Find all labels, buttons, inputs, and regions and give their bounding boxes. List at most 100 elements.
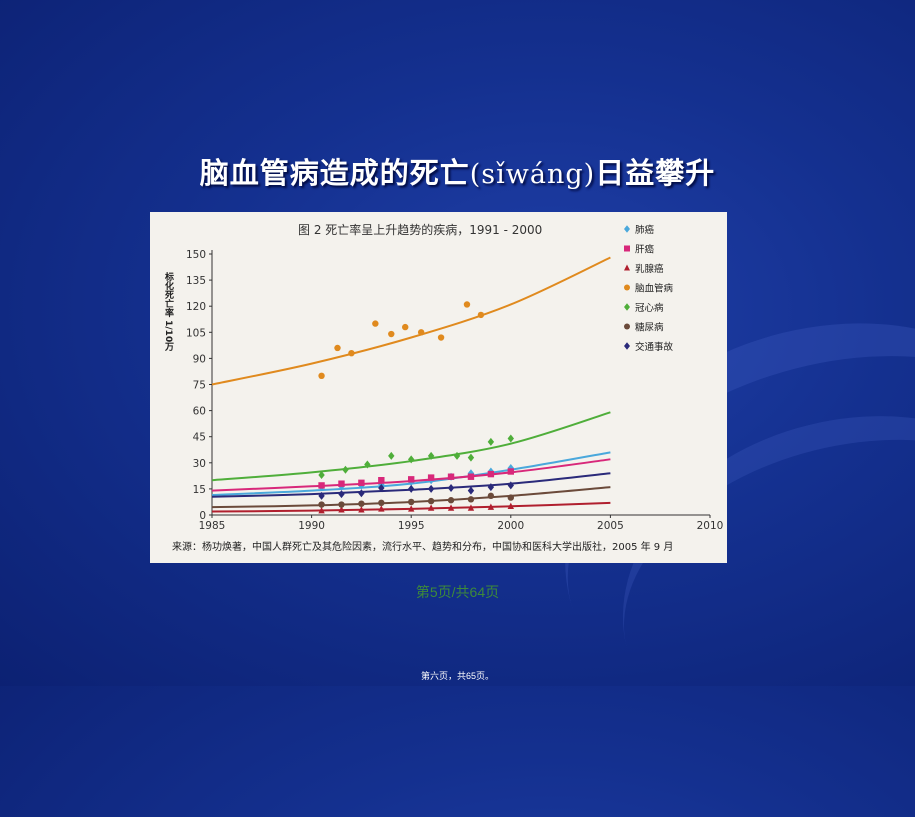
data-point-series-6 xyxy=(447,484,455,493)
x-tick-label: 2000 xyxy=(497,520,524,532)
data-point-series-5 xyxy=(408,498,415,506)
data-point-series-5 xyxy=(447,497,455,504)
data-point-series-3 xyxy=(402,323,409,331)
data-point-series-5 xyxy=(318,501,325,508)
data-point-series-1 xyxy=(318,482,325,489)
legend-label-0: 肺癌 xyxy=(635,224,655,236)
y-tick-label: 75 xyxy=(193,380,206,392)
legend-marker-5 xyxy=(624,323,630,330)
data-point-series-1 xyxy=(507,468,514,475)
data-point-series-6 xyxy=(318,491,325,500)
legend-label-3: 脑血管病 xyxy=(635,283,674,295)
legend-marker-0 xyxy=(624,225,630,233)
data-point-series-2 xyxy=(378,505,385,512)
title-main: 脑血管病造成的死亡 xyxy=(199,156,470,190)
data-point-series-2 xyxy=(427,504,435,511)
legend-label-4: 冠心病 xyxy=(635,302,664,314)
y-tick-label: 60 xyxy=(193,406,206,418)
data-point-series-5 xyxy=(378,499,385,507)
chart-figure: 图 2 死亡率呈上升趋势的疾病，1991 - 2000 标化死亡率 1/10万 0 1… xyxy=(150,212,727,563)
data-point-series-3 xyxy=(334,344,341,352)
series-line-3 xyxy=(211,256,611,386)
data-point-series-3 xyxy=(477,311,485,319)
data-point-series-4 xyxy=(427,451,435,460)
data-point-series-6 xyxy=(378,484,385,493)
x-tick-label: 1990 xyxy=(298,520,325,532)
data-point-series-5 xyxy=(467,496,475,503)
x-tick-label: 1995 xyxy=(398,520,425,532)
legend-marker-1 xyxy=(624,245,630,252)
data-point-series-4 xyxy=(467,453,475,462)
x-tick-label: 2005 xyxy=(597,520,624,532)
data-point-series-6 xyxy=(427,484,435,493)
data-point-series-4 xyxy=(487,437,495,446)
data-point-series-3 xyxy=(417,329,425,336)
page-indicator[interactable]: 第5页/共64页 xyxy=(415,584,500,600)
data-point-series-4 xyxy=(318,470,325,479)
data-point-series-2 xyxy=(447,504,455,511)
data-point-series-1 xyxy=(447,473,455,480)
legend-marker-2 xyxy=(624,264,630,271)
data-point-series-5 xyxy=(487,492,495,500)
data-point-series-5 xyxy=(338,501,345,508)
y-tick-label: 15 xyxy=(193,484,206,496)
data-point-series-6 xyxy=(487,483,495,492)
data-point-series-2 xyxy=(358,506,365,513)
legend-marker-4 xyxy=(624,303,630,311)
y-tick-label: 105 xyxy=(186,327,206,339)
data-point-series-3 xyxy=(463,301,471,308)
data-point-series-5 xyxy=(427,497,435,505)
y-tick-label: 30 xyxy=(193,458,206,470)
y-tick-label: 135 xyxy=(186,275,206,287)
data-point-series-1 xyxy=(378,477,385,484)
data-point-series-4 xyxy=(507,434,514,443)
y-tick-label: 150 xyxy=(186,249,206,261)
title-pinyin: (sǐwáng) xyxy=(469,159,596,190)
series-line-4 xyxy=(211,411,611,482)
data-point-series-3 xyxy=(318,372,325,379)
data-point-series-2 xyxy=(338,506,345,513)
data-point-series-3 xyxy=(348,349,355,357)
data-point-series-1 xyxy=(338,480,345,487)
data-point-series-2 xyxy=(467,504,475,511)
data-point-series-1 xyxy=(427,474,435,481)
data-point-series-5 xyxy=(358,500,365,507)
chart-title: 图 2 死亡率呈上升趋势的疾病，1991 - 2000 xyxy=(298,222,542,237)
legend-marker-6 xyxy=(624,342,630,350)
data-point-series-2 xyxy=(487,503,495,510)
data-point-series-1 xyxy=(487,470,495,478)
data-point-series-5 xyxy=(507,494,514,501)
data-point-series-4 xyxy=(453,451,461,460)
data-point-series-2 xyxy=(318,506,325,514)
x-tick-label: 2010 xyxy=(697,520,724,532)
legend-label-1: 肝癌 xyxy=(635,244,655,256)
chart-source-note: 来源：杨功焕著，中国人群死亡及其危险因素，流行水平、趋势和分布，中国协和医科大学… xyxy=(172,540,673,553)
data-point-series-4 xyxy=(388,451,395,460)
x-tick-label: 1985 xyxy=(199,520,226,532)
data-point-series-6 xyxy=(338,490,345,499)
data-point-series-3 xyxy=(437,334,445,341)
legend-label-6: 交通事故 xyxy=(635,341,674,353)
legend-marker-3 xyxy=(624,284,630,291)
data-point-series-6 xyxy=(408,484,415,493)
y-tick-label: 90 xyxy=(193,353,206,365)
data-point-series-6 xyxy=(467,486,475,495)
data-point-series-1 xyxy=(467,473,475,480)
title-tail: 日益攀升 xyxy=(595,156,716,190)
data-point-series-4 xyxy=(342,465,349,474)
data-point-series-2 xyxy=(408,505,415,512)
data-point-series-3 xyxy=(372,320,379,327)
y-tick-label: 45 xyxy=(193,432,206,444)
legend-label-5: 糖尿病 xyxy=(635,322,664,334)
data-point-series-4 xyxy=(364,460,371,469)
data-point-series-6 xyxy=(358,489,365,498)
footer-note: 第六页，共65页。 xyxy=(420,671,494,681)
legend-label-2: 乳腺癌 xyxy=(635,263,664,275)
y-axis-label: 标化死亡率 1/10万 xyxy=(163,271,175,352)
y-tick-label: 120 xyxy=(186,301,206,313)
data-point-series-2 xyxy=(507,502,514,509)
data-point-series-1 xyxy=(358,479,365,487)
y-tick-label: 0 xyxy=(199,510,206,522)
data-point-series-1 xyxy=(408,476,415,483)
